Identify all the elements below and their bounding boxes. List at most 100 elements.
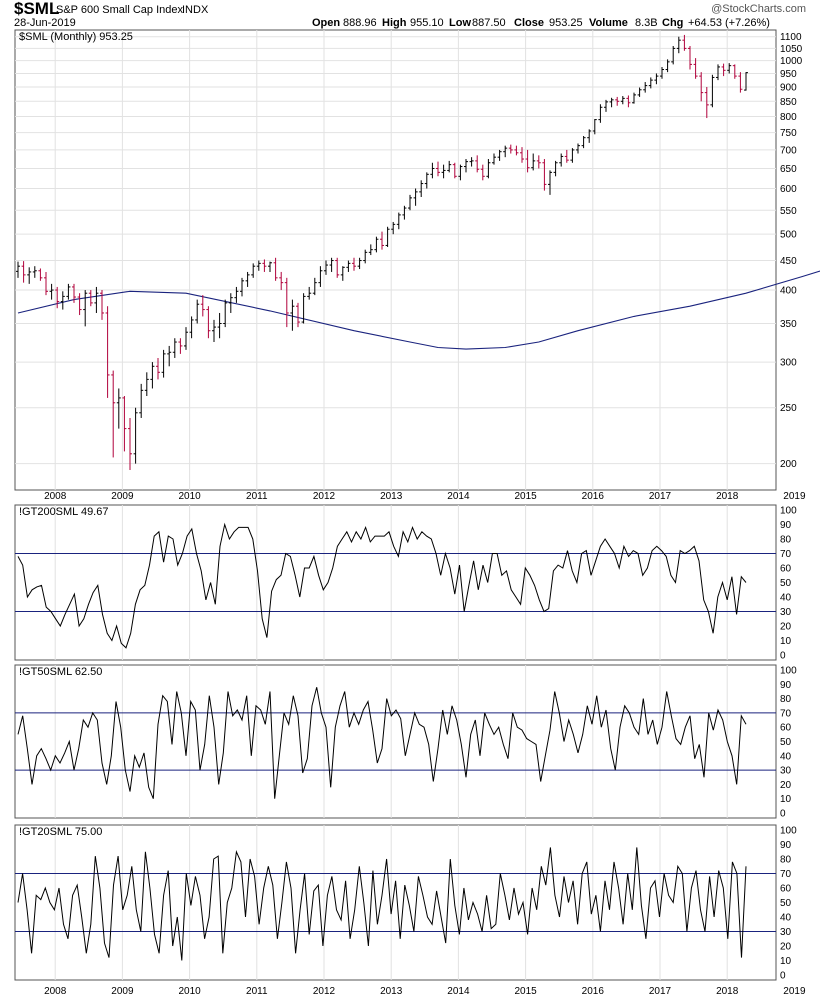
ohlc-bar <box>598 104 603 123</box>
ohlc-bar <box>268 261 272 272</box>
x-tick-label: 2008 <box>44 986 67 997</box>
y-tick-label: 0 <box>780 971 786 982</box>
x-axis-bottom: 2008 2009 2010 2011 2012 2013 2014 2015 2016 2017… <box>44 986 806 997</box>
ohlc-bar <box>693 58 698 79</box>
x-tick-label: 2009 <box>111 491 134 502</box>
ohlc-bar <box>676 36 681 54</box>
ohlc-bar <box>592 118 597 135</box>
pane-frame <box>14 664 777 819</box>
x-tick-label: 2015 <box>514 491 537 502</box>
ohlc-bar <box>172 338 177 358</box>
ohlc-bar <box>27 267 32 284</box>
ohlc-bar <box>475 155 480 173</box>
ohlc-bar <box>21 261 26 283</box>
y-tick-label: 20 <box>780 942 792 953</box>
y-tick-label: 750 <box>780 128 797 139</box>
y-tick-label: 400 <box>780 286 797 297</box>
y-tick-label: 1100 <box>780 32 802 43</box>
ohlc-bar <box>559 153 564 167</box>
ohlc-bar <box>732 64 737 79</box>
pane-frame <box>14 824 777 981</box>
ohlc-bar <box>340 266 345 281</box>
ohlc-bar <box>503 145 508 158</box>
y-tick-label: 30 <box>780 927 792 938</box>
y-tick-label: 900 <box>780 82 797 93</box>
y-tick-label: 650 <box>780 164 797 175</box>
ohlc-bar <box>480 164 485 181</box>
ohlc-bar <box>704 86 709 119</box>
ohlc-bar <box>189 316 194 339</box>
ohlc-bar <box>648 77 653 89</box>
y-tick-label: 70 <box>780 708 792 719</box>
y-tick-label: 40 <box>780 913 792 924</box>
ohlc-bar <box>682 34 687 51</box>
y-tick-label: 90 <box>780 680 792 691</box>
ohlc-bar <box>60 291 65 310</box>
ohlc-bar <box>256 260 261 271</box>
stat-low-label: Low <box>449 17 471 29</box>
stat-high-value: 955.10 <box>410 17 444 29</box>
ohlc-bar <box>223 299 228 328</box>
breadth-line <box>17 687 747 799</box>
ohlc-bar <box>284 277 289 328</box>
x-tick-label: 2017 <box>649 491 672 502</box>
pane-label: !GT50SML 62.50 <box>19 666 102 678</box>
ohlc-bar <box>374 236 379 253</box>
y-tick-label: 60 <box>780 884 792 895</box>
ohlc-bar <box>245 271 250 287</box>
x-tick-label: 2010 <box>178 491 201 502</box>
ohlc-bar <box>144 372 149 397</box>
stat-close-value: 953.25 <box>549 17 583 29</box>
ohlc-bar <box>296 302 300 328</box>
ohlc-bar <box>206 306 211 339</box>
ohlc-bar <box>721 63 726 77</box>
ohlc-bar <box>542 159 547 191</box>
stat-volume-value: 8.3B <box>635 17 658 29</box>
ohlc-bar <box>44 271 48 296</box>
ohlc-bar <box>262 259 267 272</box>
ohlc-bar <box>32 266 37 278</box>
y-tick-label: 60 <box>780 564 792 575</box>
x-tick-label: 2015 <box>514 986 537 997</box>
ohlc-bar <box>553 160 558 177</box>
y-tick-label: 200 <box>780 459 797 470</box>
ohlc-bar <box>520 147 524 163</box>
x-tick-label: 2009 <box>111 986 134 997</box>
ohlc-bar <box>391 221 396 235</box>
y-tick-label: 80 <box>780 855 792 866</box>
ohlc-bar <box>396 212 401 230</box>
ohlc-bar <box>290 299 295 331</box>
y-tick-label: 1050 <box>780 44 803 55</box>
ohlc-bar <box>508 144 513 154</box>
ohlc-bar <box>178 338 183 354</box>
ohlc-bar <box>385 226 390 248</box>
ohlc-bar <box>536 155 541 169</box>
ohlc-bar <box>368 244 373 256</box>
ohlc-bar <box>469 157 474 167</box>
ohlc-bar <box>514 145 519 156</box>
pane-label: $SML (Monthly) 953.25 <box>19 31 133 43</box>
stat-chg-label: Chg <box>662 17 683 29</box>
ohlc-bar <box>16 261 20 278</box>
x-tick-label: 2011 <box>246 986 268 997</box>
stat-low-value: 887.50 <box>472 17 506 29</box>
watermark: @StockCharts.com <box>711 3 806 15</box>
ohlc-bar <box>329 257 334 272</box>
ohlc-bar <box>324 260 328 275</box>
ohlc-bar <box>458 164 463 181</box>
gt50-pane: 0 10 20 30 40 50 60 70 80 90 100 !GT50SML 62.50 <box>14 664 797 820</box>
price-pane: 200 250 300 350 400 450 500 550 600 650 700 750 800 8… <box>14 29 820 491</box>
ohlc-bar <box>105 306 110 398</box>
x-tick-label: 2014 <box>447 986 470 997</box>
gt20-pane: 0 10 20 30 40 50 60 70 80 90 100 !GT20SML 75.00 <box>14 824 797 982</box>
y-tick-label: 50 <box>780 737 792 748</box>
ohlc-bar <box>408 194 412 211</box>
y-tick-label: 100 <box>780 666 797 677</box>
ohlc-bar <box>548 170 552 195</box>
ohlc-bar <box>380 231 384 250</box>
x-tick-label: 2012 <box>313 986 336 997</box>
y-tick-label: 60 <box>780 723 792 734</box>
y-tick-label: 40 <box>780 593 792 604</box>
index-name: S&P 600 Small Cap Index <box>56 4 183 16</box>
